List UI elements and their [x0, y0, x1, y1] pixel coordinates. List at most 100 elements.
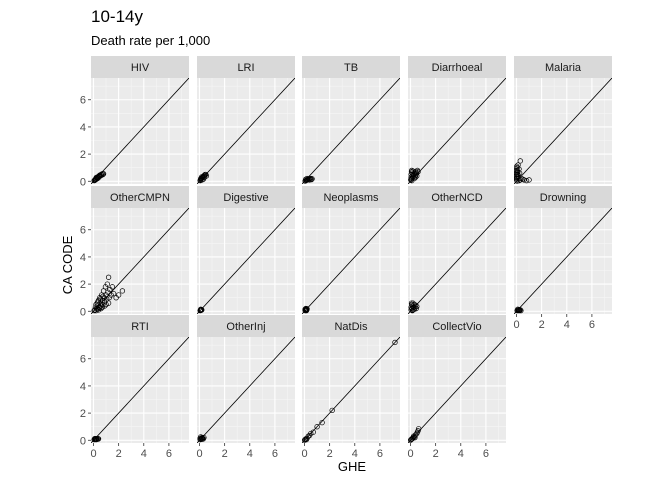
x-tick-label: 0 [301, 448, 307, 460]
identity-line [408, 78, 506, 184]
x-tick-label: 0 [90, 448, 96, 460]
x-tick-label: 2 [539, 319, 545, 331]
data-point [95, 175, 101, 181]
data-point [514, 170, 520, 176]
identity-line [514, 208, 612, 314]
x-tick-label: 6 [483, 448, 489, 460]
data-point [92, 436, 98, 442]
data-point [310, 429, 316, 435]
facet-strip [408, 186, 506, 208]
x-tick-label: 4 [458, 448, 464, 460]
data-points [302, 175, 315, 184]
data-point [408, 300, 415, 306]
data-point [517, 158, 523, 164]
facet-strip [197, 186, 295, 208]
data-point [515, 306, 521, 312]
data-point [408, 176, 414, 182]
data-point [115, 292, 122, 298]
data-point [319, 419, 325, 426]
facet-tb: TB [302, 56, 400, 184]
data-points [408, 426, 422, 443]
x-tick-label: 4 [141, 448, 147, 460]
y-tick-label: 6 [80, 354, 86, 366]
data-point [103, 292, 109, 298]
facet-malaria: Malaria [514, 56, 612, 184]
data-point [412, 302, 419, 308]
x-tick-label: 0 [513, 319, 519, 331]
data-point [329, 407, 335, 414]
data-points [408, 300, 420, 314]
data-point [412, 174, 419, 180]
facet-label: Drowning [540, 192, 586, 204]
x-tick-label: 6 [589, 319, 595, 331]
facet-label: HIV [131, 62, 150, 74]
data-point [119, 288, 126, 294]
data-point [409, 307, 416, 314]
data-point [100, 293, 106, 299]
facet-label: OtherCMPN [110, 192, 170, 204]
data-point [516, 177, 522, 184]
data-points [91, 274, 126, 314]
identity-line [408, 208, 506, 314]
facet-label: NatDis [334, 321, 368, 333]
data-point [110, 290, 117, 297]
data-point [303, 436, 310, 443]
data-point [303, 176, 309, 182]
data-points [91, 436, 102, 443]
facet-strip [514, 56, 612, 78]
identity-line [197, 337, 295, 443]
data-point [94, 306, 100, 312]
identity-line [302, 337, 400, 443]
facet-label: Digestive [223, 192, 268, 204]
facet-strip [302, 315, 400, 337]
y-tick-label: 0 [80, 176, 86, 188]
facet-strip [302, 186, 400, 208]
facet-label: Malaria [545, 62, 582, 74]
facet-drowning: Drowning 0 2 4 6 [513, 186, 612, 331]
y-tick-label: 0 [80, 435, 86, 447]
facet-natdis: NatDis 0 2 4 6 [301, 315, 400, 460]
data-point [105, 300, 112, 306]
data-point [108, 292, 114, 298]
facet-label: RTI [131, 321, 149, 333]
data-point [93, 307, 99, 314]
data-points [302, 339, 398, 443]
chart-subtitle: Death rate per 1,000 [91, 33, 210, 48]
data-point [521, 177, 527, 183]
data-point [109, 284, 116, 290]
facet-label: Neoplasms [323, 192, 379, 204]
x-tick-label: 2 [222, 448, 228, 460]
data-point [314, 424, 320, 430]
data-point [91, 307, 97, 314]
data-point [414, 303, 420, 310]
data-points [197, 171, 210, 184]
identity-line [197, 208, 295, 314]
data-point [102, 303, 108, 309]
identity-line [302, 208, 400, 314]
data-point [99, 304, 105, 310]
data-point [105, 289, 111, 295]
data-point [302, 306, 308, 312]
data-point [104, 281, 110, 287]
identity-line [408, 337, 506, 443]
data-point [199, 307, 205, 313]
facet-label: CollectVio [432, 321, 481, 333]
data-point [414, 429, 421, 435]
data-point [416, 426, 422, 432]
facet-hiv: HIV 0 2 4 6 [80, 56, 189, 188]
data-point [197, 435, 203, 441]
facet-otherinj: OtherInj 0 2 4 6 [196, 315, 295, 460]
data-point [93, 436, 99, 443]
data-point [93, 174, 99, 181]
data-point [100, 171, 106, 178]
data-points [197, 434, 207, 443]
y-tick-label: 2 [80, 149, 86, 161]
facet-label: Diarrhoeal [432, 62, 483, 74]
identity-line [514, 78, 612, 184]
data-point [516, 166, 522, 172]
data-point [95, 436, 102, 442]
data-point [198, 175, 204, 182]
facet-neoplasms: Neoplasms [302, 186, 400, 314]
facet-label: TB [344, 62, 358, 74]
